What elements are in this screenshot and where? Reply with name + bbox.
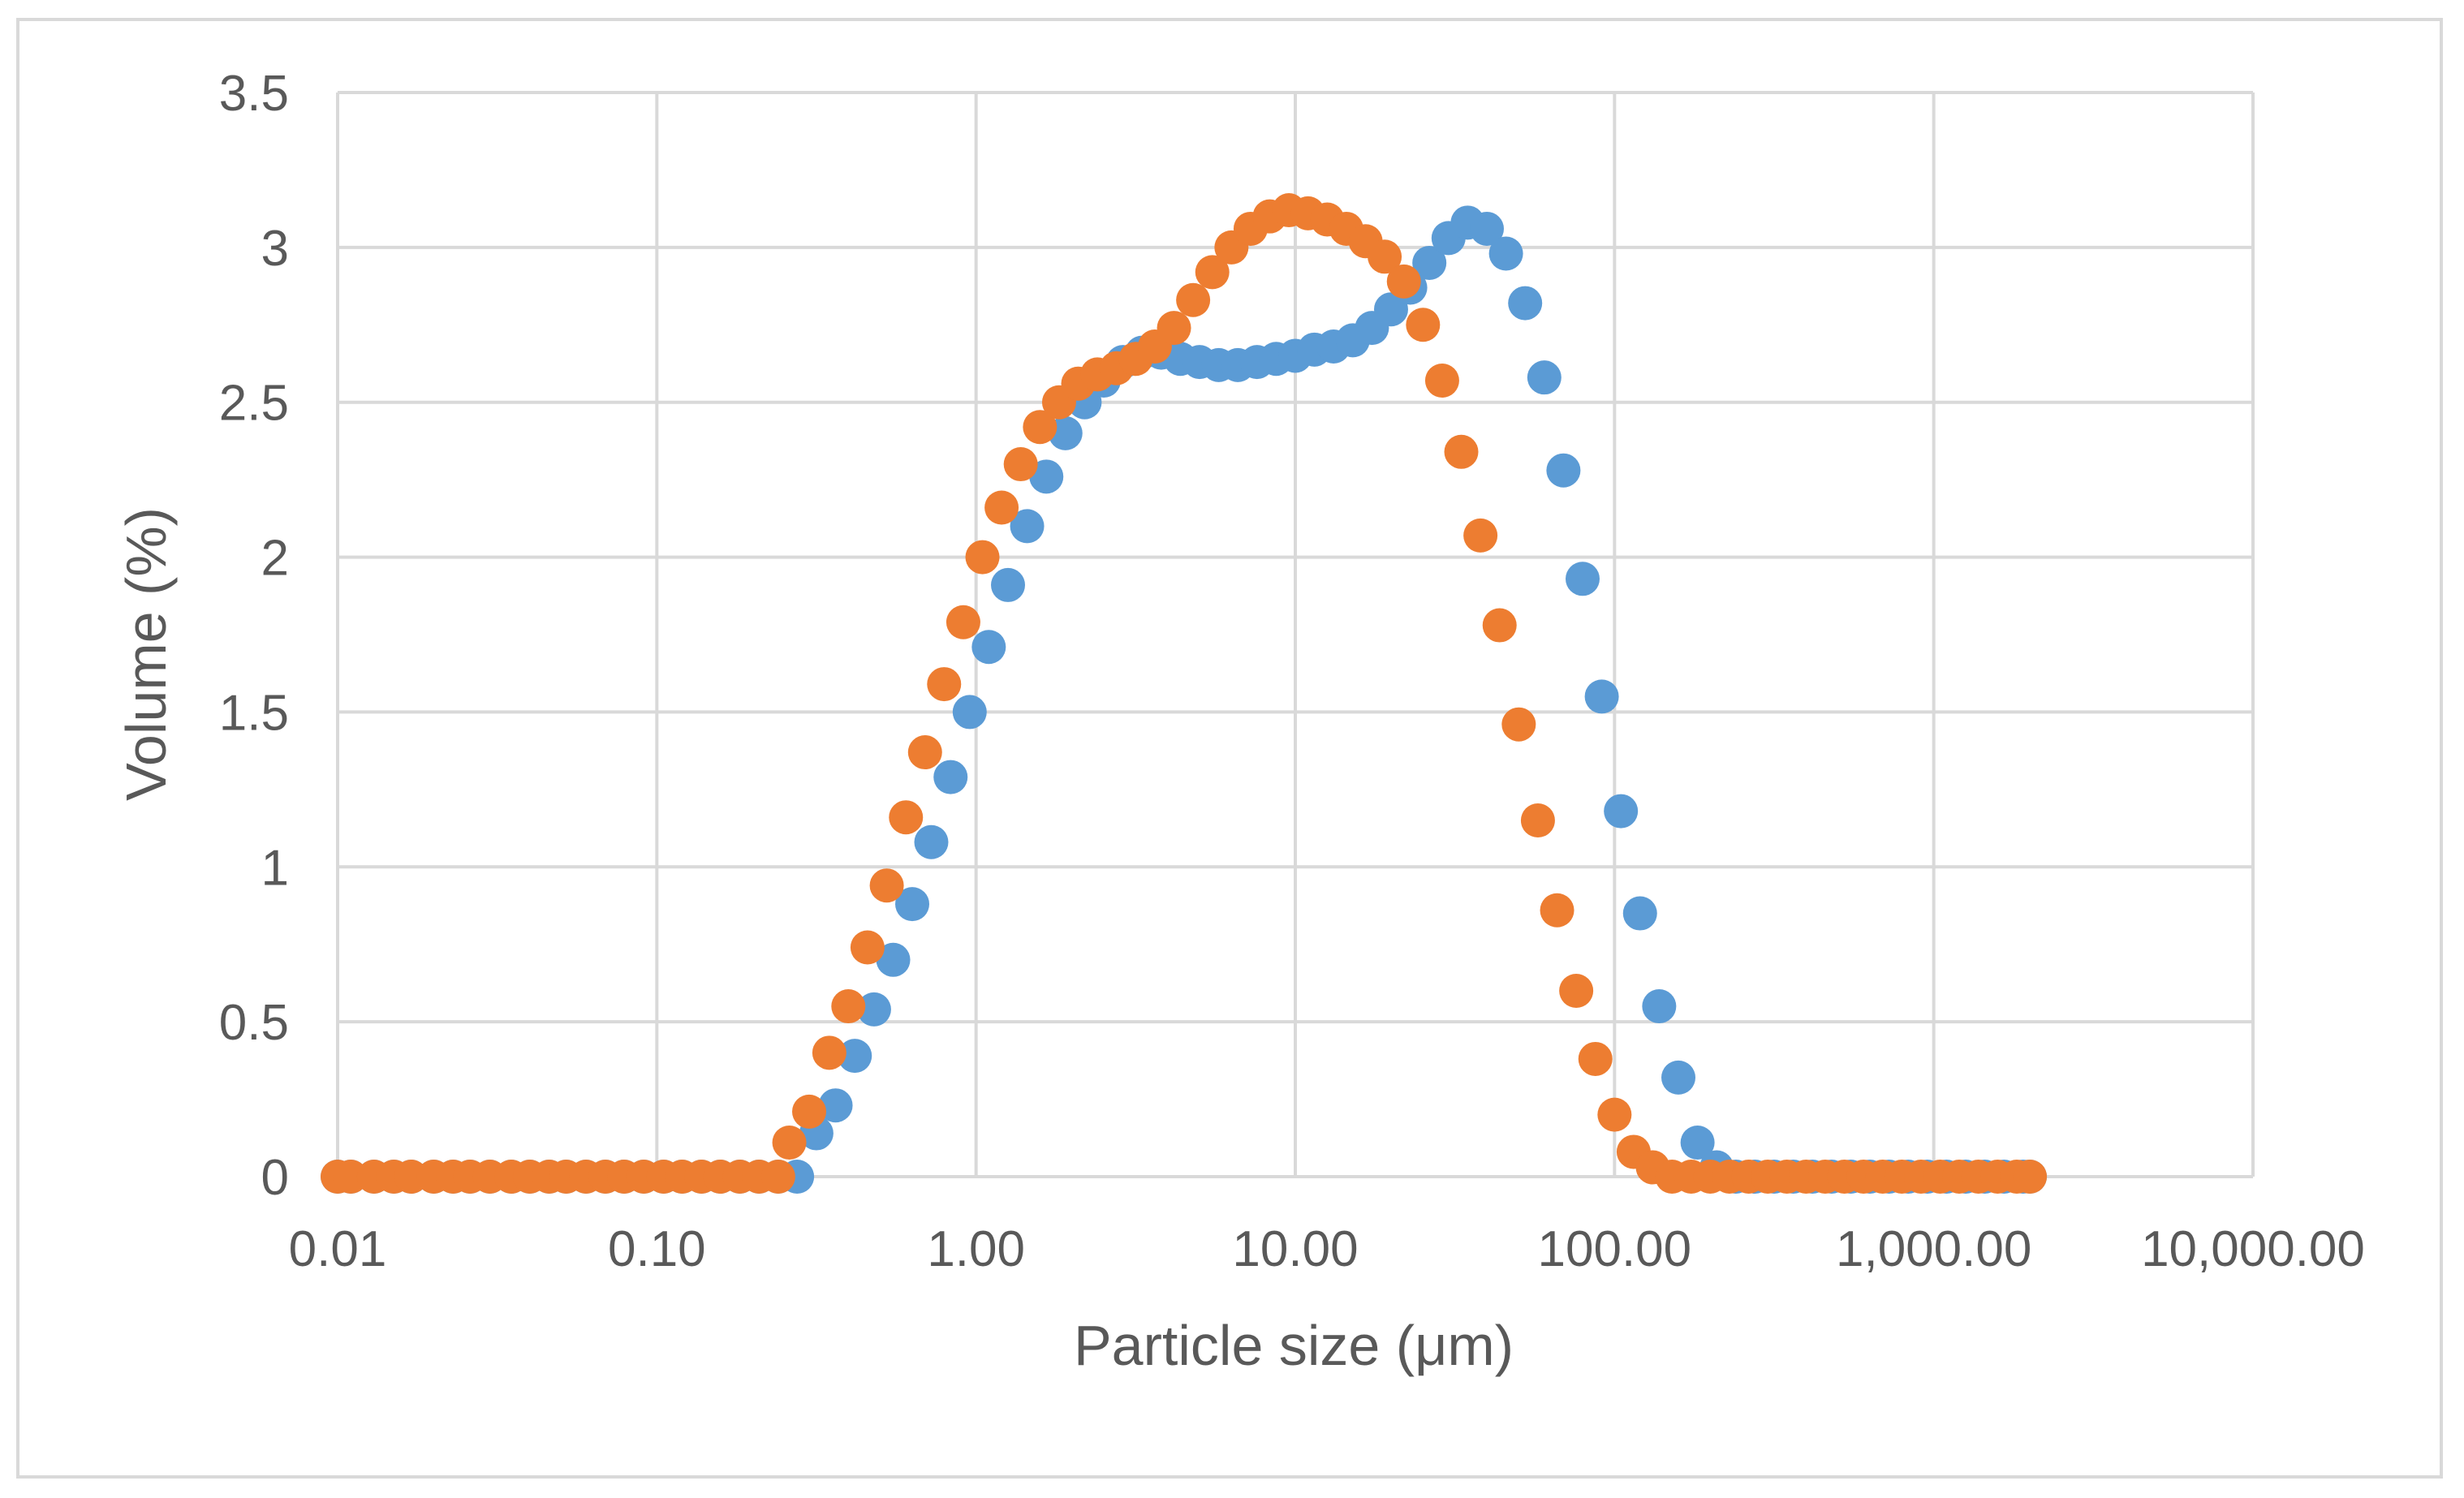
chart-frame: 0 0.5 1 1.5 2 2.5 3 3.5 0.01 0.10 1.00 10.00 100.00… xyxy=(16,18,2443,1479)
data-point xyxy=(907,735,942,770)
data-point xyxy=(1048,415,1083,450)
series-1-points xyxy=(321,205,2048,1194)
data-point xyxy=(1540,893,1574,928)
data-point xyxy=(933,760,968,794)
data-point xyxy=(971,630,1006,665)
data-point xyxy=(889,800,924,835)
data-point xyxy=(1195,255,1230,290)
data-point xyxy=(1604,794,1639,829)
data-point xyxy=(818,1088,853,1123)
data-point xyxy=(1444,434,1479,469)
data-point xyxy=(1406,308,1441,342)
data-point xyxy=(856,992,891,1027)
data-point xyxy=(1176,282,1211,317)
data-point xyxy=(965,540,1000,575)
data-point xyxy=(1578,1041,1613,1076)
data-point xyxy=(1424,363,1459,398)
data-point xyxy=(1527,360,1562,395)
data-point xyxy=(991,567,1026,602)
data-point xyxy=(1597,1097,1632,1132)
data-point xyxy=(946,605,980,639)
data-point xyxy=(1661,1060,1696,1095)
data-point xyxy=(1003,447,1038,482)
data-point xyxy=(1508,286,1543,321)
x-tick-label: 100.00 xyxy=(1538,1221,1692,1277)
data-point xyxy=(1386,264,1421,299)
x-tick-label: 0.01 xyxy=(289,1221,387,1277)
y-tick-label: 1 xyxy=(261,840,289,896)
y-tick-label: 2 xyxy=(261,531,289,587)
y-axis-tick-labels: 0 0.5 1 1.5 2 2.5 3 3.5 xyxy=(219,66,289,1206)
grid-lines xyxy=(336,91,2255,1178)
series-2-points xyxy=(321,193,2048,1194)
data-point xyxy=(1412,245,1447,280)
x-tick-label: 10.00 xyxy=(1232,1221,1358,1277)
data-point xyxy=(838,1039,872,1074)
data-point xyxy=(812,1035,846,1070)
data-point xyxy=(1010,509,1045,544)
data-point xyxy=(927,667,962,702)
data-point xyxy=(1469,211,1504,246)
x-axis-tick-labels: 0.01 0.10 1.00 10.00 100.00 1,000.00 10,000.00 xyxy=(289,1221,2365,1277)
data-point xyxy=(1546,453,1581,488)
y-axis-title: Volume (%) xyxy=(114,507,178,801)
data-point xyxy=(914,824,949,859)
data-point xyxy=(1584,679,1619,714)
x-axis-title: Particle size (μm) xyxy=(1074,1314,1514,1377)
data-point xyxy=(1559,973,1594,1008)
y-tick-label: 0 xyxy=(261,1150,289,1206)
data-point xyxy=(1482,608,1517,643)
data-point xyxy=(760,1160,795,1194)
data-points xyxy=(321,193,2048,1194)
data-point xyxy=(1023,410,1058,445)
data-point xyxy=(831,989,866,1024)
data-point xyxy=(1488,236,1523,271)
y-tick-label: 3 xyxy=(261,221,289,277)
data-point xyxy=(1157,311,1191,346)
data-point xyxy=(1501,707,1536,742)
data-point xyxy=(772,1126,807,1160)
x-tick-label: 0.10 xyxy=(608,1221,706,1277)
data-point xyxy=(792,1094,827,1129)
x-tick-label: 1,000.00 xyxy=(1836,1221,2031,1277)
x-tick-label: 10,000.00 xyxy=(2141,1221,2365,1277)
data-point xyxy=(1680,1126,1715,1160)
data-point xyxy=(869,868,904,903)
data-point xyxy=(1520,803,1555,838)
data-point xyxy=(2013,1160,2048,1194)
x-tick-label: 1.00 xyxy=(927,1221,1025,1277)
data-point xyxy=(1622,896,1657,931)
data-point xyxy=(1565,562,1600,596)
y-tick-label: 0.5 xyxy=(219,995,289,1051)
y-tick-label: 2.5 xyxy=(219,376,289,432)
data-point xyxy=(1642,989,1677,1024)
data-point xyxy=(876,942,911,977)
data-point xyxy=(895,887,930,922)
data-point xyxy=(1463,518,1498,553)
data-point xyxy=(1029,459,1064,494)
y-tick-label: 3.5 xyxy=(219,66,289,122)
data-point xyxy=(952,695,987,730)
scatter-chart: 0 0.5 1 1.5 2 2.5 3 3.5 0.01 0.10 1.00 10.00 100.00… xyxy=(114,66,2365,1377)
data-point xyxy=(1368,239,1402,274)
data-point xyxy=(850,930,885,965)
y-tick-label: 1.5 xyxy=(219,685,289,741)
data-point xyxy=(984,490,1019,525)
